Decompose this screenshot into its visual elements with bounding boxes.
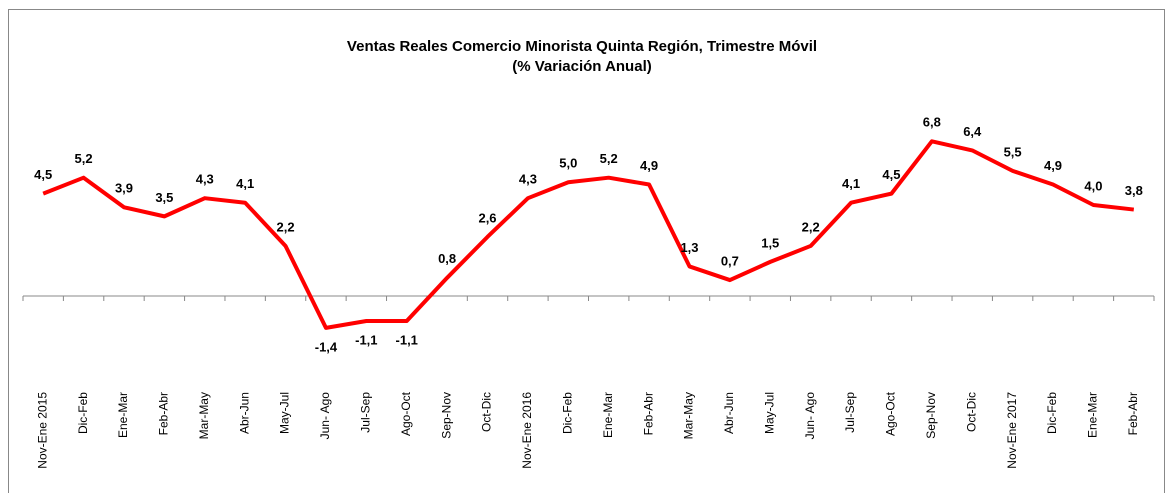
x-tick-label: Ene-Mar (1086, 392, 1100, 438)
x-tick-label: Ago-Oct (399, 391, 413, 436)
value-label: 3,8 (1125, 183, 1143, 198)
x-tick-label: Jul-Sep (843, 392, 857, 433)
value-label: 0,7 (721, 254, 739, 269)
value-label: 1,3 (680, 240, 698, 255)
value-label: 3,9 (115, 181, 133, 196)
value-label: 4,5 (882, 167, 900, 182)
x-tick-label: Sep-Nov (924, 392, 938, 439)
value-label: 4,1 (236, 176, 254, 191)
value-label: 4,1 (842, 176, 860, 191)
x-tick-label: Sep-Nov (439, 392, 453, 439)
value-label: 5,5 (1004, 144, 1022, 159)
x-tick-label: Abr-Jun (237, 392, 251, 434)
value-label: -1,4 (315, 339, 338, 354)
x-tick-label: Abr-Jun (722, 392, 736, 434)
x-tick-label: Ago-Oct (884, 391, 898, 436)
x-tick-label: May-Jul (278, 392, 292, 434)
x-tick-label: Jun- Ago (803, 392, 817, 440)
x-tick-label: Jul-Sep (359, 392, 373, 433)
x-tick-label: Nov-Ene 2015 (35, 392, 49, 469)
x-tick-label: Feb-Abr (641, 392, 655, 435)
value-label: 0,8 (438, 251, 456, 266)
x-tick-label: Dic-Feb (76, 392, 90, 434)
value-label: 6,8 (923, 115, 941, 130)
x-tick-label: May-Jul (762, 392, 776, 434)
value-label: 2,2 (277, 219, 295, 234)
value-label: 4,5 (34, 167, 52, 182)
x-tick-label: Ene-Mar (601, 392, 615, 438)
value-label: 4,9 (1044, 158, 1062, 173)
chart-subtitle: (% Variación Anual) (512, 58, 651, 75)
x-tick-label: Nov-Ene 2016 (520, 392, 534, 469)
value-label: 5,2 (600, 151, 618, 166)
series-line (42, 139, 1135, 330)
value-label: 4,3 (196, 172, 214, 187)
value-label: 4,0 (1084, 178, 1102, 193)
value-label: 5,2 (75, 151, 93, 166)
x-tick-label: Mar-May (197, 392, 211, 439)
value-label: 3,5 (155, 190, 173, 205)
chart-title: Ventas Reales Comercio Minorista Quinta … (347, 38, 817, 55)
value-label: 2,2 (802, 219, 820, 234)
value-label: 4,9 (640, 158, 658, 173)
x-tick-label: Oct-Dic (964, 392, 978, 432)
value-label: 6,4 (963, 124, 982, 139)
x-tick-label: Jun- Ago (318, 392, 332, 440)
value-label: 5,0 (559, 156, 577, 171)
x-tick-label: Feb-Abr (1126, 392, 1140, 435)
value-label: 2,6 (478, 210, 496, 225)
x-tick-label: Feb-Abr (157, 392, 171, 435)
value-label: 1,5 (761, 235, 779, 250)
x-tick-label: Nov-Ene 2017 (1005, 392, 1019, 469)
x-tick-label: Ene-Mar (116, 392, 130, 438)
value-label: -1,1 (355, 332, 377, 347)
x-tick-label: Dic-Feb (1045, 392, 1059, 434)
x-tick-label: Mar-May (682, 392, 696, 439)
chart-border (8, 9, 1165, 493)
x-tick-label: Dic-Feb (560, 392, 574, 434)
value-label: -1,1 (396, 332, 418, 347)
value-label: 4,3 (519, 172, 537, 187)
x-tick-label: Oct-Dic (480, 392, 494, 432)
